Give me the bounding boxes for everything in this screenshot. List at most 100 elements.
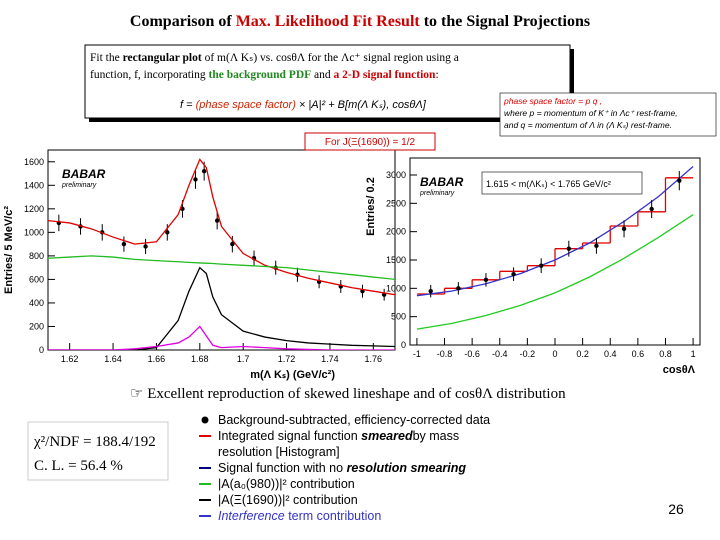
x-tick-label: 1.76: [365, 354, 383, 364]
text-run: resolution [Histogram]: [218, 445, 340, 459]
text-run: term contribution: [285, 509, 382, 523]
x-tick-label: 0.6: [632, 349, 645, 359]
text-run: resolution smearing: [347, 461, 467, 475]
x-tick-label: 1: [691, 349, 696, 359]
y-tick-label: 1500: [386, 255, 406, 265]
text-run: Fit the: [90, 52, 123, 64]
x-tick-label: 1.62: [61, 354, 79, 364]
data-point: [566, 246, 572, 251]
fit-curve: [416, 214, 694, 330]
text-run: |A(Ξ(1690))|² contribution: [218, 493, 358, 507]
data-point: [193, 177, 198, 182]
text-run: smeared: [361, 429, 413, 443]
y-axis-label: Entries/ 0.2: [365, 177, 377, 236]
legend: Background-subtracted, efficiency-correc…: [199, 413, 490, 523]
fit-curve: [48, 158, 395, 296]
plot-frame: [47, 149, 396, 351]
note-line: and q = momentum of Λ in (Λ Kₛ) rest-fra…: [504, 120, 672, 130]
text-run: function, f, incorporating: [90, 69, 208, 81]
fit-quality: χ²/NDF = 188.4/192: [33, 434, 156, 450]
note-line: phase space factor = p q ,: [503, 96, 602, 106]
text-run: by mass: [413, 429, 460, 443]
title-part: to the Signal Projections: [424, 13, 590, 30]
text-run: Signal function with no: [218, 461, 347, 475]
watermark: BABAR: [420, 175, 464, 189]
y-tick-label: 800: [29, 251, 44, 261]
text-run: of m(Λ Kₛ) vs. cosθΛ for the Λc⁺ signal …: [202, 52, 459, 64]
fit-curve: [48, 325, 395, 350]
fit-text: function, f, incorporating the backgroun…: [90, 69, 439, 81]
data-point: [230, 241, 235, 247]
data-point: [456, 286, 461, 291]
x-axis-label: cosθΛ: [663, 364, 696, 376]
x-axis-label: m(Λ Kₛ) (GeV/c²): [250, 369, 335, 381]
legend-text: Integrated signal function smearedby mas…: [218, 429, 459, 443]
legend-text: Interference term contribution: [218, 509, 381, 523]
x-tick-label: 1.74: [321, 354, 339, 364]
formula: f = (phase space factor) × |A|² + B[m(Λ …: [180, 99, 427, 111]
note-line: where p = momentum of K⁺ in Λc⁺ rest-fra…: [504, 108, 678, 118]
quality-box: [27, 421, 169, 481]
note-box: [499, 92, 717, 137]
watermark: BABAR: [62, 167, 106, 181]
text-run: the background PDF: [208, 69, 311, 81]
x-tick-label: 1.66: [148, 354, 166, 364]
data-point: [201, 168, 207, 174]
legend-marker: [201, 416, 209, 424]
data-point: [143, 244, 148, 249]
data-point: [428, 288, 433, 294]
data-point: [483, 277, 489, 283]
x-tick-label: -0.2: [520, 349, 536, 359]
x-tick-label: -1: [413, 349, 421, 359]
data-point: [121, 241, 127, 247]
fit-box: [84, 44, 571, 119]
slide-title: Comparison of Max. Likelihood Fit Result…: [130, 13, 590, 30]
data-point: [621, 226, 627, 232]
annotation-box: [481, 171, 643, 195]
plot-area: [48, 158, 395, 350]
x-tick-label: 0.8: [659, 349, 672, 359]
data-point: [677, 178, 682, 183]
y-tick-label: 1200: [24, 204, 44, 214]
data-point: [214, 218, 220, 223]
fit-quality: C. L. = 56.4 %: [34, 458, 123, 474]
x-tick-label: -0.6: [464, 349, 480, 359]
y-tick-label: 1600: [24, 157, 44, 167]
y-tick-label: 2000: [386, 227, 406, 237]
fit-curve: [48, 266, 395, 350]
title-part: Comparison of: [130, 13, 232, 30]
y-tick-label: 200: [29, 321, 44, 331]
plot-area: [416, 166, 694, 330]
text-run: f =: [180, 99, 193, 111]
data-point: [538, 263, 544, 268]
x-tick-label: 1.72: [278, 354, 296, 364]
fit-curve: [416, 166, 694, 297]
x-tick-label: -0.8: [437, 349, 453, 359]
data-point: [649, 206, 654, 212]
legend-text: |A(a₀(980))|² contribution: [218, 477, 355, 491]
text-run: Interference: [218, 509, 285, 523]
legend-text: |A(Ξ(1690))|² contribution: [218, 493, 358, 507]
legend-text: Background-subtracted, efficiency-correc…: [218, 413, 490, 427]
page-number: 26: [668, 501, 684, 517]
text-run: a 2-D signal function: [334, 69, 437, 81]
x-tick-label: 0.2: [576, 349, 589, 359]
x-tick-label: 0: [552, 349, 557, 359]
text-run: :: [435, 69, 438, 81]
y-tick-label: 500: [391, 312, 406, 322]
plot: 0 500 1000 1500 2000 2500 3000 -1 -0.8 -0.6 -0.4 -0…: [365, 157, 701, 376]
charts: 0 200 400 600 800 1000 1200 1400 1600 1.62 1.64 1.6…: [3, 149, 701, 381]
title-highlight: Max. Likelihood Fit Result: [236, 13, 421, 30]
y-tick-label: 1000: [24, 227, 44, 237]
summary: ☞ Excellent reproduction of skewed lines…: [130, 386, 566, 402]
text-run: rectangular plot: [123, 52, 202, 64]
fit-text: Fit the rectangular plot of m(Λ Kₛ) vs. …: [90, 52, 459, 64]
y-tick-label: 0: [401, 340, 406, 350]
text-run: Integrated signal function: [218, 429, 361, 443]
data-point: [511, 271, 516, 277]
y-tick-label: 2500: [386, 198, 406, 208]
plot: 0 200 400 600 800 1000 1200 1400 1600 1.62 1.64 1.6…: [3, 149, 396, 381]
text-run: × |A|² + B[m(Λ Kₛ), cosθΛ]: [299, 99, 427, 111]
x-tick-label: 0.4: [604, 349, 617, 359]
